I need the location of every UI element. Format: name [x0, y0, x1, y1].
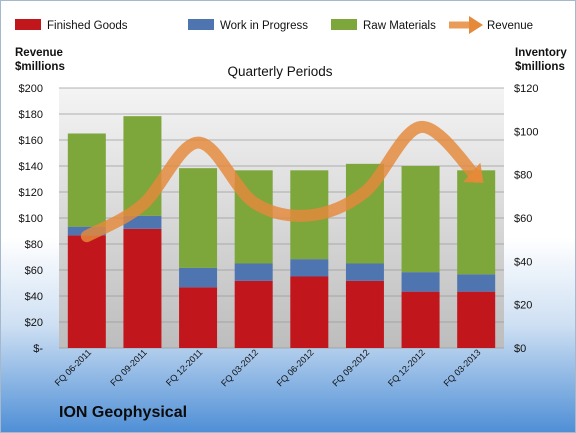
left-axis: $- $20 $40 $60 $80 $100 $120 $140 $160 $180 $200	[19, 83, 44, 355]
bar-finished-goods	[235, 281, 273, 348]
legend-label-work-in-progress: Work in Progress	[220, 20, 308, 32]
right-axis-title: Inventory $millions	[515, 46, 567, 74]
left-tick-label: $60	[25, 265, 43, 277]
x-axis: FQ 06-2011 FQ 09-2011 FQ 12-2011 FQ 03-2012…	[53, 347, 483, 388]
legend-arrow-revenue	[469, 16, 483, 34]
bar-work-in-progress	[179, 268, 217, 288]
bar-finished-goods	[402, 292, 440, 348]
x-tick-label: FQ 03-2013	[442, 347, 483, 388]
bar-finished-goods	[290, 277, 328, 349]
bar-work-in-progress	[457, 274, 495, 291]
left-tick-label: $180	[19, 109, 43, 121]
legend-label-raw-materials: Raw Materials	[363, 20, 436, 32]
bar-finished-goods	[123, 229, 161, 348]
legend-swatch-raw-materials	[331, 19, 357, 30]
bar-raw-materials	[402, 166, 440, 272]
right-axis-title-line2: $millions	[515, 60, 567, 74]
bar-work-in-progress	[235, 264, 273, 281]
right-tick-label: $120	[514, 83, 538, 95]
bar-finished-goods	[179, 287, 217, 348]
left-tick-label: $20	[25, 317, 43, 329]
x-tick-label: FQ 03-2012	[219, 347, 260, 388]
legend-swatch-work-in-progress	[188, 19, 214, 30]
bar-finished-goods	[457, 292, 495, 348]
bar-work-in-progress	[290, 259, 328, 276]
left-tick-label: $100	[19, 213, 43, 225]
x-tick-label: FQ 06-2012	[275, 347, 316, 388]
legend-label-finished-goods: Finished Goods	[47, 20, 128, 32]
left-tick-label: $200	[19, 83, 43, 95]
bar-finished-goods	[346, 281, 384, 348]
left-tick-label: $120	[19, 187, 43, 199]
bar-work-in-progress	[346, 264, 384, 281]
right-axis-title-line1: Inventory	[515, 46, 567, 60]
x-tick-label: FQ 12-2011	[164, 347, 205, 388]
left-tick-label: $160	[19, 135, 43, 147]
bar-raw-materials	[179, 168, 217, 268]
left-tick-label: $-	[33, 343, 43, 355]
right-tick-label: $60	[514, 213, 532, 225]
left-axis-title-line2: $millions	[15, 60, 65, 74]
legend: Finished Goods Work in Progress Raw Materi…	[15, 16, 533, 34]
left-axis-title-line1: Revenue	[15, 46, 65, 60]
right-tick-label: $20	[514, 300, 532, 312]
chart-title: Quarterly Periods	[227, 64, 332, 79]
right-tick-label: $100	[514, 126, 538, 138]
bar-raw-materials	[457, 170, 495, 274]
bar-work-in-progress	[402, 272, 440, 292]
x-tick-label: FQ 09-2012	[330, 347, 371, 388]
left-axis-title: Revenue $millions	[15, 46, 65, 74]
bar-finished-goods	[68, 235, 106, 348]
brand-name: ION Geophysical	[59, 404, 187, 422]
x-tick-label: FQ 06-2011	[53, 347, 94, 388]
legend-label-revenue: Revenue	[487, 20, 533, 32]
left-tick-label: $140	[19, 161, 43, 173]
right-tick-label: $80	[514, 170, 532, 182]
right-tick-label: $0	[514, 343, 526, 355]
x-tick-label: FQ 09-2011	[108, 347, 149, 388]
left-tick-label: $40	[25, 291, 43, 303]
bar-raw-materials	[68, 134, 106, 227]
left-tick-label: $80	[25, 239, 43, 251]
legend-swatch-finished-goods	[15, 19, 41, 30]
right-axis: $0 $20 $40 $60 $80 $100 $120	[514, 83, 538, 355]
right-tick-label: $40	[514, 256, 532, 268]
x-tick-label: FQ 12-2012	[386, 347, 427, 388]
